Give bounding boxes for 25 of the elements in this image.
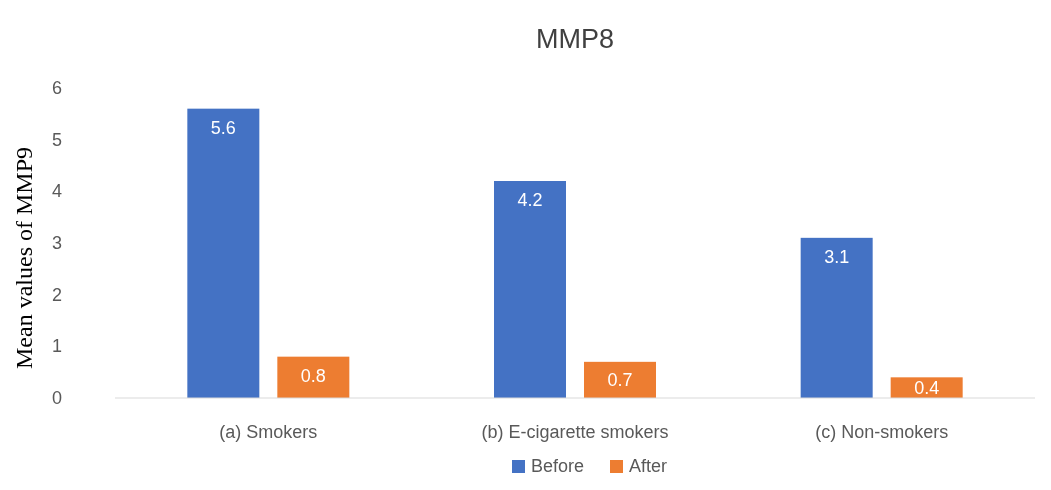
legend-label: After [629, 456, 668, 476]
legend-label: Before [531, 456, 585, 476]
data-label: 0.4 [914, 378, 940, 399]
data-label: 3.1 [824, 246, 850, 267]
y-tick-label: 5 [51, 129, 62, 150]
bar [277, 356, 350, 398]
y-axis-title: Mean values of MMP9 [11, 147, 37, 369]
data-label: 0.7 [607, 370, 633, 391]
x-tick-label: (a) Smokers [219, 422, 318, 442]
chart-title: MMP8 [535, 24, 615, 54]
y-tick-label: 3 [51, 233, 62, 253]
data-label: 0.8 [300, 365, 326, 386]
y-tick-label: 4 [51, 181, 62, 202]
x-tick-label: (b) E-cigarette smokers [481, 422, 669, 442]
bar [584, 361, 656, 398]
y-tick-label: 1 [51, 336, 62, 357]
bar [187, 108, 260, 398]
y-tick-label: 6 [51, 78, 62, 98]
x-tick-label: (c) Non-smokers [815, 422, 949, 442]
y-tick-label: 2 [51, 284, 62, 305]
data-label: 4.2 [517, 190, 543, 210]
y-tick-label: 0 [51, 388, 62, 408]
data-label: 5.6 [210, 117, 236, 138]
bar [494, 181, 566, 398]
bar [800, 237, 873, 398]
